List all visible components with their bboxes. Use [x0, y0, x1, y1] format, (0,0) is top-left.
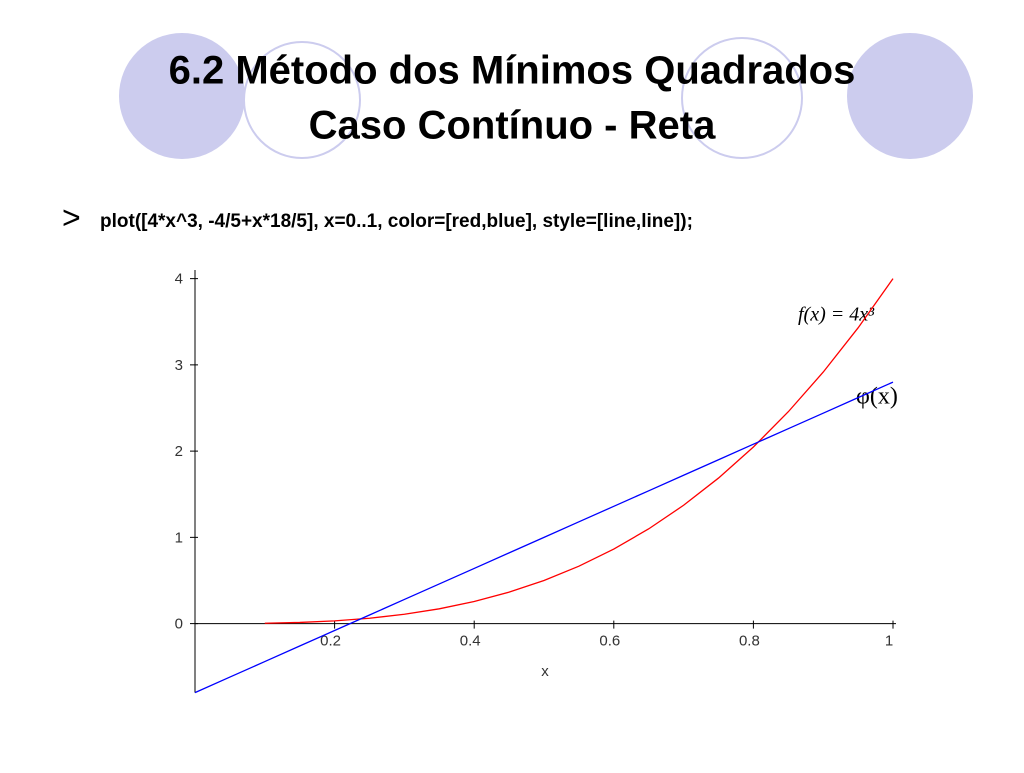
series-line [264, 278, 894, 624]
decoration [119, 33, 973, 159]
y-tick-label: 1 [175, 529, 183, 546]
annotation: φ(x) [856, 384, 898, 410]
x-tick-label: 0.6 [599, 633, 620, 650]
x-tick-label: 0.8 [739, 633, 760, 650]
y-tick-label: 2 [175, 443, 183, 460]
title: Caso Contínuo - Reta [309, 104, 716, 148]
command: plot([4*x^3, -4/5+x*18/5], x=0..1, color… [100, 211, 693, 232]
x-tick-label: 0.2 [320, 633, 341, 650]
deco-circle [847, 33, 973, 159]
deco-circle [119, 33, 245, 159]
deco-circle [243, 41, 361, 159]
series-line [194, 381, 894, 694]
deco-circle [681, 37, 803, 159]
annotation: f(x) = 4x³ [798, 304, 875, 326]
prompt: > [62, 199, 81, 235]
title: 6.2 Método dos Mínimos Quadrados [169, 49, 856, 93]
x-tick-label: 1 [885, 633, 893, 650]
y-tick-label: 0 [175, 616, 183, 633]
x-axis-label: x [541, 663, 549, 680]
x-tick-label: 0.4 [460, 633, 481, 650]
y-tick-label: 4 [175, 271, 183, 288]
y-tick-label: 3 [175, 357, 183, 374]
